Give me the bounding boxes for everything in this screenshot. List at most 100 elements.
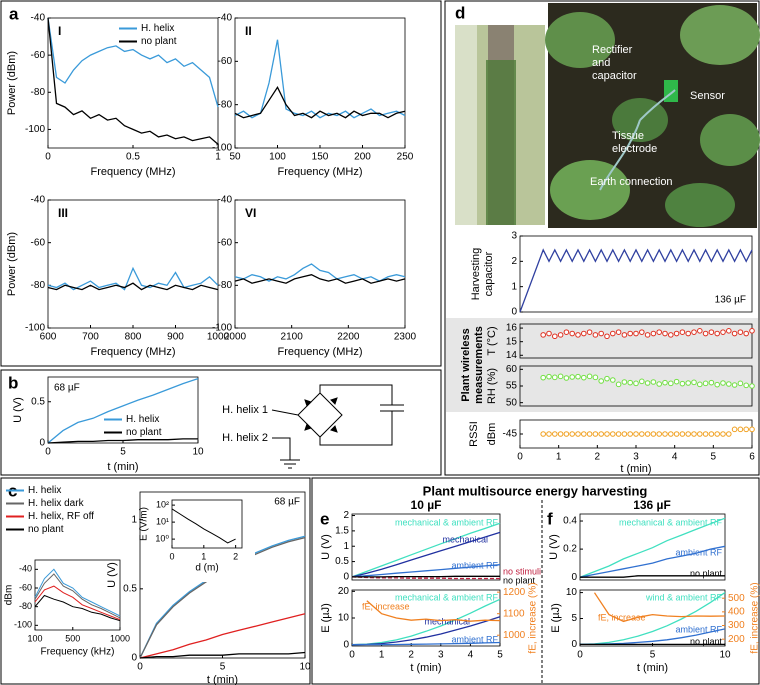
data-point: [743, 330, 750, 337]
data-point: [610, 330, 616, 337]
data-point: [656, 431, 663, 437]
series-line: [519, 248, 753, 313]
data-point: [592, 332, 599, 338]
data-point: [575, 373, 581, 380]
y-tick-label: -60: [31, 50, 46, 61]
x-tick-label: 0: [349, 650, 355, 661]
data-point: [720, 380, 726, 386]
plot-frame: [47, 17, 219, 149]
legend-label: H. helix: [141, 23, 174, 34]
y-tick-label: -80: [218, 280, 233, 291]
x-tick-label: 0: [169, 551, 174, 561]
panel-label: a: [9, 4, 19, 23]
legend-label: no plant: [126, 427, 162, 438]
series-line: [351, 598, 501, 646]
y-axis-label: Harvesting: [470, 248, 482, 301]
y2-tick-label: 1200: [503, 587, 526, 598]
x-tick-label: 700: [82, 332, 99, 343]
y-tick-label: 3: [511, 231, 517, 242]
data-point: [586, 373, 593, 380]
data-point: [714, 330, 721, 337]
data-point: [749, 383, 755, 389]
panel-frame: [311, 477, 760, 685]
series-line: [139, 613, 306, 659]
y-axis-label: E (µJ): [550, 603, 562, 633]
data-point: [685, 431, 692, 437]
series-line: [34, 585, 121, 621]
y-axis-label: E (µJ): [320, 603, 332, 633]
y-tick-label: 0.4: [563, 516, 577, 527]
data-point: [592, 431, 599, 437]
series-label: no stimuli: [503, 566, 541, 576]
data-point: [569, 330, 576, 337]
x-tick-label: 5: [650, 650, 656, 661]
y-axis-label: U (V): [320, 534, 332, 560]
x-axis-label: t (min): [410, 662, 441, 674]
data-point: [557, 373, 564, 380]
x-tick-label: 5: [711, 452, 717, 463]
data-point: [546, 373, 552, 380]
series-line: [34, 594, 121, 622]
data-point: [546, 330, 552, 337]
x-tick-label: 600: [40, 332, 57, 343]
annotation: 68 µF: [274, 497, 300, 508]
data-point: [540, 374, 547, 381]
data-point: [679, 329, 686, 335]
data-point: [552, 374, 558, 381]
y-tick-label: 55: [506, 381, 518, 392]
x-tick-label: 3: [438, 650, 444, 661]
data-point: [546, 431, 552, 437]
data-point: [662, 379, 668, 386]
data-point: [731, 382, 738, 388]
data-point: [749, 328, 755, 334]
y-tick-label: 1: [343, 541, 349, 552]
y2-tick-label: 400: [728, 606, 745, 617]
data-point: [627, 379, 634, 386]
data-point: [656, 381, 663, 387]
data-point: [697, 431, 703, 437]
y-axis-label: dBm: [4, 585, 15, 606]
data-point: [615, 381, 622, 388]
data-point: [552, 333, 558, 340]
sky: [455, 25, 477, 225]
data-point: [644, 332, 651, 338]
x-axis-label: Frequency (MHz): [91, 166, 176, 178]
leaf: [680, 5, 760, 65]
y-tick-label: -60: [19, 582, 32, 592]
x-tick-label: 2: [595, 452, 601, 463]
y-tick-label: 0: [343, 572, 349, 583]
y-tick-label: 10¹: [156, 516, 169, 526]
data-point: [668, 380, 674, 387]
data-point: [702, 380, 709, 387]
x-tick-label: 500: [65, 633, 80, 643]
y-tick-label: 0.5: [335, 556, 349, 567]
y-tick-label: 0: [39, 438, 45, 449]
series-line: [47, 377, 199, 444]
legend-label: no plant: [141, 36, 177, 47]
x-tick-label: 2: [233, 551, 238, 561]
data-point: [679, 380, 686, 387]
panel-label: d: [455, 3, 465, 22]
data-point: [731, 426, 738, 433]
x-tick-label: 1: [379, 650, 385, 661]
x-tick-label: 6: [749, 452, 755, 463]
series-line: [352, 575, 500, 578]
data-point: [662, 330, 668, 337]
y-tick-label: -80: [31, 280, 46, 291]
data-point: [662, 431, 668, 437]
x-axis-label: Frequency (MHz): [91, 346, 176, 358]
x-tick-label: 4: [672, 452, 678, 463]
data-point: [639, 329, 645, 335]
series-line: [579, 545, 726, 578]
series-line: [580, 575, 725, 578]
data-point: [749, 426, 755, 433]
series-line: [47, 438, 198, 444]
series-label: ambient RF: [675, 624, 722, 634]
x-tick-label: 5: [497, 650, 503, 661]
data-point: [615, 431, 622, 437]
y-tick-label: 0: [571, 639, 577, 650]
series-line: [47, 266, 219, 291]
y-tick-label: 0: [131, 653, 137, 664]
y-tick-label: 20: [338, 586, 350, 597]
